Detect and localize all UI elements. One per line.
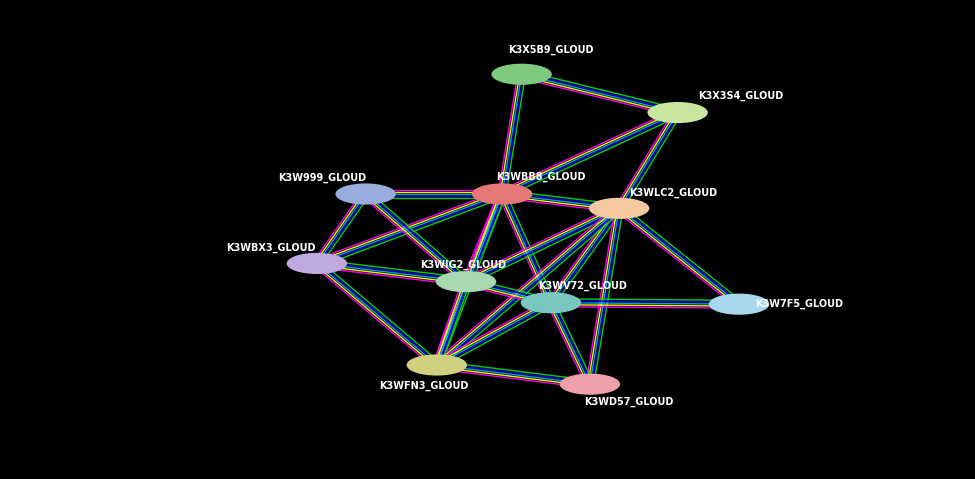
Text: K3WLC2_GLOUD: K3WLC2_GLOUD [629,188,717,198]
Ellipse shape [436,271,496,292]
Text: K3WIG2_GLOUD: K3WIG2_GLOUD [420,260,506,270]
Text: K3WFN3_GLOUD: K3WFN3_GLOUD [379,380,469,391]
Ellipse shape [335,183,396,205]
Text: K3W7F5_GLOUD: K3W7F5_GLOUD [756,299,843,309]
Ellipse shape [287,253,347,274]
Text: K3WV72_GLOUD: K3WV72_GLOUD [538,281,628,291]
Ellipse shape [491,64,552,85]
Ellipse shape [521,292,581,313]
Text: K3WBX3_GLOUD: K3WBX3_GLOUD [226,242,316,253]
Ellipse shape [560,374,620,395]
Text: K3X3S4_GLOUD: K3X3S4_GLOUD [698,91,784,101]
Text: K3W999_GLOUD: K3W999_GLOUD [278,173,366,183]
Ellipse shape [407,354,467,376]
Text: K3WBB8_GLOUD: K3WBB8_GLOUD [496,172,586,182]
Ellipse shape [472,183,532,205]
Text: K3WD57_GLOUD: K3WD57_GLOUD [584,396,674,407]
Ellipse shape [709,294,769,315]
Text: K3X5B9_GLOUD: K3X5B9_GLOUD [508,45,594,56]
Ellipse shape [589,198,649,219]
Ellipse shape [647,102,708,123]
